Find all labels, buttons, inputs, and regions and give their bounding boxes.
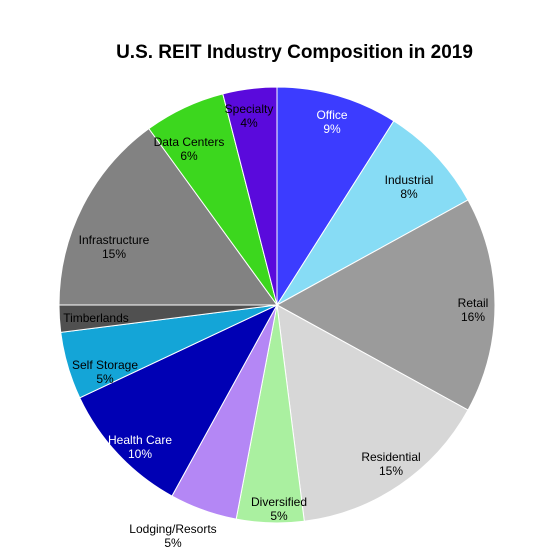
pie-slice-health-care [79, 303, 279, 497]
slice-label: Specialty [225, 102, 274, 116]
slice-value-label: 15% [379, 464, 403, 478]
slice-label: Office [316, 108, 347, 122]
slice-label: Lodging/Resorts [129, 522, 216, 536]
slice-value-label: 8% [400, 187, 418, 201]
slice-label: Industrial [385, 173, 434, 187]
slice-label: Self Storage [72, 358, 138, 372]
pie-slice-infrastructure [58, 127, 278, 306]
slice-label: Health Care [108, 433, 172, 447]
pie-slice-retail [275, 199, 496, 411]
chart-title: U.S. REIT Industry Composition in 2019 [116, 42, 473, 63]
slice-value-label: 4% [240, 116, 258, 130]
slice-label: Data Centers [154, 135, 225, 149]
slice-value-label: 16% [461, 310, 485, 324]
slice-label: Timberlands [63, 311, 129, 325]
slice-value-label: 5% [164, 536, 182, 550]
pie-slice-office [276, 86, 395, 307]
pie-slice-industrial [276, 120, 469, 306]
slice-value-label: 9% [323, 122, 341, 136]
pie-slice-residential [276, 304, 469, 522]
slice-value-label: 10% [128, 447, 152, 461]
slices-layer [58, 86, 496, 524]
slice-label: Infrastructure [79, 233, 150, 247]
slice-label: Diversified [251, 495, 307, 509]
slice-value-label: 5% [96, 372, 114, 386]
slice-label: Retail [458, 296, 489, 310]
pie-slice-specialty [222, 86, 278, 306]
slice-value-label: 15% [102, 247, 126, 261]
slice-value-label: 6% [180, 149, 198, 163]
slice-value-label: 5% [270, 509, 288, 523]
slice-label: Residential [361, 450, 420, 464]
